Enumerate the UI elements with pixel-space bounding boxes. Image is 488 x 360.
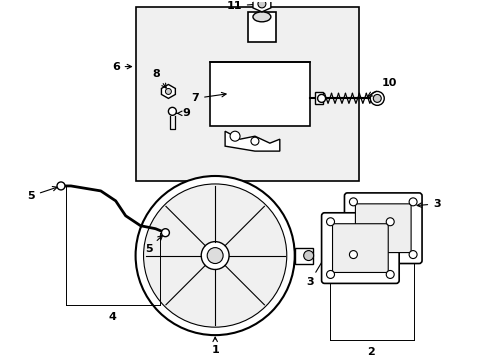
Polygon shape xyxy=(161,85,175,98)
Text: 7: 7 xyxy=(191,93,225,103)
Text: 8: 8 xyxy=(152,68,166,88)
Text: 3: 3 xyxy=(305,251,328,287)
Circle shape xyxy=(386,270,393,278)
Text: 12: 12 xyxy=(0,359,1,360)
Circle shape xyxy=(317,94,325,102)
Circle shape xyxy=(349,251,357,258)
Circle shape xyxy=(250,137,258,145)
Text: 3: 3 xyxy=(416,199,440,209)
Circle shape xyxy=(207,248,223,264)
Circle shape xyxy=(57,182,65,190)
Circle shape xyxy=(135,176,294,335)
Text: 9: 9 xyxy=(177,108,190,118)
Bar xyxy=(210,62,309,126)
Circle shape xyxy=(161,229,169,237)
Circle shape xyxy=(303,251,313,261)
Circle shape xyxy=(201,242,228,270)
Bar xyxy=(294,248,312,264)
Circle shape xyxy=(257,0,265,8)
Circle shape xyxy=(408,198,416,206)
FancyBboxPatch shape xyxy=(321,213,398,283)
Bar xyxy=(247,12,275,42)
Bar xyxy=(314,93,322,104)
Ellipse shape xyxy=(252,12,270,22)
Circle shape xyxy=(326,218,334,226)
Text: 2: 2 xyxy=(366,347,374,357)
FancyBboxPatch shape xyxy=(332,224,387,273)
Circle shape xyxy=(326,270,334,278)
Polygon shape xyxy=(224,131,279,151)
Bar xyxy=(135,7,359,181)
Circle shape xyxy=(143,184,286,327)
Text: 10: 10 xyxy=(367,78,396,96)
Circle shape xyxy=(165,89,171,94)
Text: 4: 4 xyxy=(108,312,117,322)
Text: 5: 5 xyxy=(27,186,57,201)
Circle shape xyxy=(230,131,240,141)
Text: 1: 1 xyxy=(211,337,219,355)
Circle shape xyxy=(386,218,393,226)
Circle shape xyxy=(408,251,416,258)
Text: 11: 11 xyxy=(226,1,257,11)
Circle shape xyxy=(349,198,357,206)
Text: 6: 6 xyxy=(112,62,131,72)
FancyBboxPatch shape xyxy=(355,204,410,253)
FancyBboxPatch shape xyxy=(344,193,421,264)
Polygon shape xyxy=(252,0,270,12)
Circle shape xyxy=(369,91,384,105)
Text: 5: 5 xyxy=(144,235,162,253)
Circle shape xyxy=(372,94,381,102)
Circle shape xyxy=(168,107,176,115)
